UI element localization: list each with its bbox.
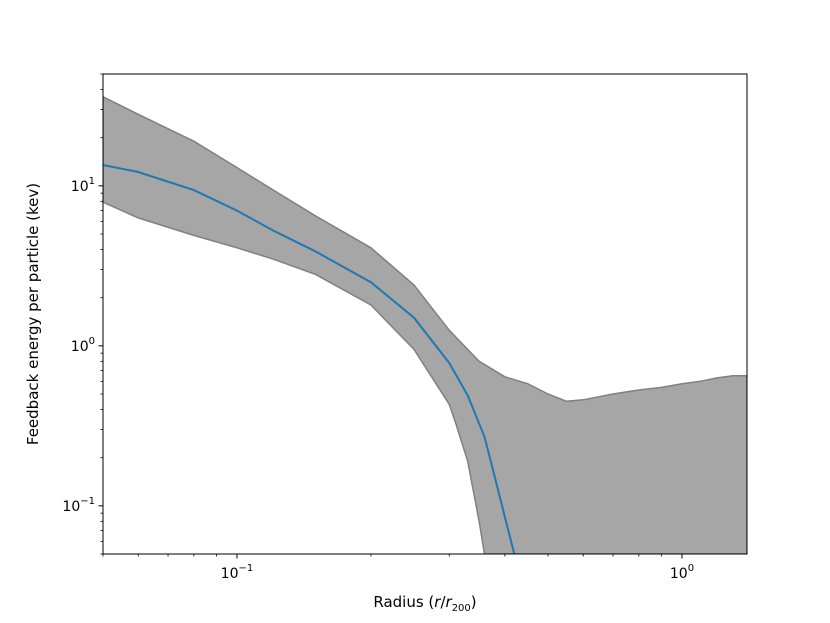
x-tick-label: 100 <box>670 563 694 582</box>
x-tick-label: 10−1 <box>221 563 254 582</box>
plot-area <box>103 95 747 554</box>
y-axis-label: Feedback energy per particle (kev) <box>24 183 42 445</box>
y-tick-label: 100 <box>71 336 95 355</box>
uncertainty-band <box>103 95 747 554</box>
y-tick-label: 10−1 <box>62 496 95 515</box>
ticks: 10−1 100 10−1 100 101 <box>62 73 694 582</box>
axes-frame <box>102 73 748 555</box>
x-axis-label: Radius (r/r200) <box>373 593 476 614</box>
median-line <box>103 164 516 554</box>
y-tick-label: 101 <box>71 176 95 195</box>
